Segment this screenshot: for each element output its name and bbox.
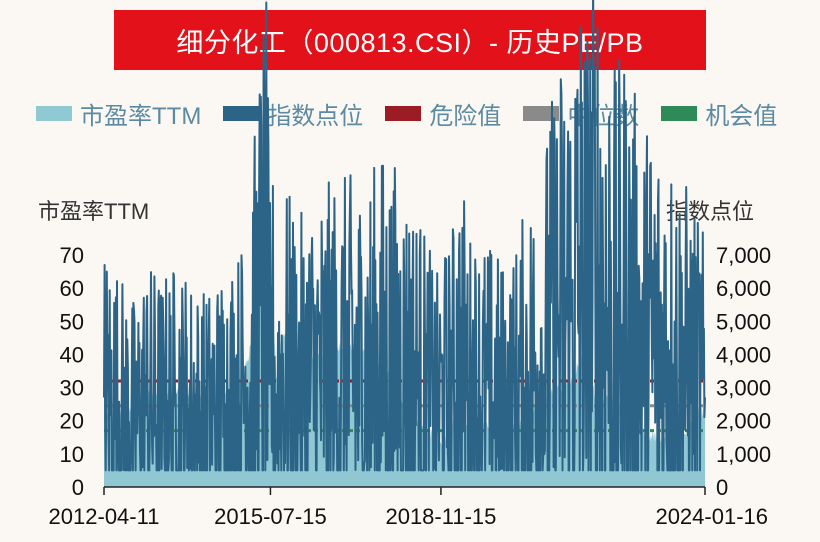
y-right-tick-label: 2,000 (716, 409, 771, 434)
y-right-tick-label: 3,000 (716, 376, 771, 401)
legend-item-index: 指数点位 (223, 96, 363, 131)
x-tick-label: 2024-01-16 (655, 504, 768, 529)
legend-item-pe: 市盈率TTM (36, 96, 201, 131)
legend-item-median: 中位数 (523, 96, 639, 131)
legend-swatch-opportunity (661, 105, 698, 121)
legend-label-median: 中位数 (567, 102, 640, 130)
x-tick-label: 2012-04-11 (49, 504, 160, 529)
index-line (103, 0, 706, 472)
legend-swatch-pe (36, 105, 72, 121)
y-left-tick-label: 10 (60, 442, 84, 467)
y-left-tick-label: 30 (60, 376, 84, 401)
legend-swatch-index (223, 105, 260, 121)
y-left-tick-label: 40 (60, 342, 84, 367)
legend-item-opportunity: 机会值 (661, 96, 777, 131)
y-left-tick-label: 60 (60, 276, 84, 301)
y-left-tick-label: 70 (60, 243, 84, 268)
legend-label-danger: 危险值 (429, 102, 502, 130)
left-axis-title: 市盈率TTM (38, 199, 149, 224)
y-right-tick-label: 0 (716, 475, 728, 500)
x-tick-label: 2015-07-15 (214, 504, 327, 529)
legend-item-danger: 危险值 (385, 96, 501, 131)
legend-label-index: 指数点位 (267, 102, 364, 130)
chart-title: 细分化工（000813.CSI）- 历史PE/PB (114, 10, 706, 70)
legend: 市盈率TTM 指数点位 危险值 中位数 机会值 (36, 96, 777, 130)
y-right-tick-label: 4,000 (716, 342, 771, 367)
legend-label-opportunity: 机会值 (705, 102, 778, 130)
y-right-tick-label: 6,000 (716, 276, 771, 301)
y-right-tick-label: 5,000 (716, 309, 771, 334)
y-left-tick-label: 50 (60, 309, 84, 334)
x-tick-label: 2018-11-15 (385, 504, 496, 529)
right-axis-title: 指数点位 (666, 199, 754, 224)
legend-label-pe: 市盈率TTM (80, 102, 202, 130)
legend-swatch-median (523, 105, 560, 121)
y-left-tick-label: 20 (60, 409, 84, 434)
y-right-tick-label: 7,000 (716, 243, 771, 268)
y-right-tick-label: 1,000 (716, 442, 771, 467)
y-left-tick-label: 0 (72, 475, 84, 500)
legend-swatch-danger (385, 105, 422, 121)
